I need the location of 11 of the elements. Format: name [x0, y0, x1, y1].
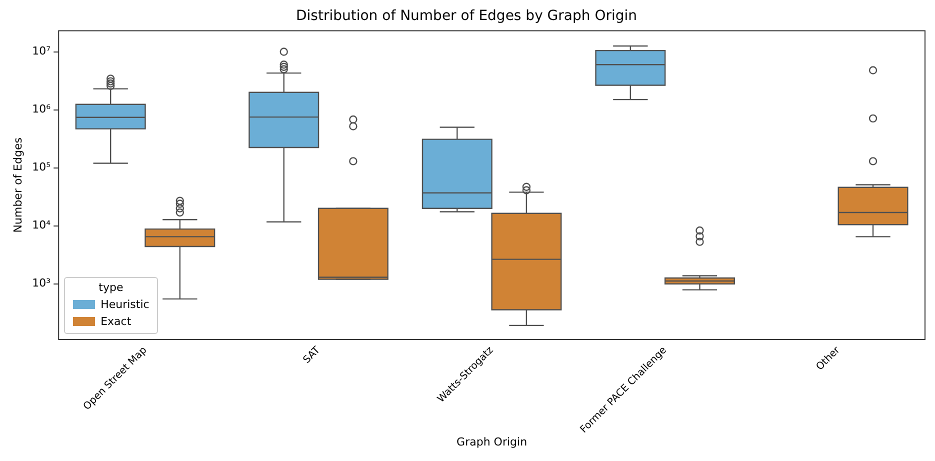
- legend-title: type: [98, 281, 124, 294]
- x-axis-title: Graph Origin: [456, 435, 528, 448]
- y-tick-label: 10³: [32, 276, 51, 290]
- y-tick-label: 10⁶: [32, 102, 52, 116]
- y-tick-label: 10⁴: [32, 218, 52, 232]
- legend-label: Exact: [100, 314, 132, 330]
- y-tick-label: 10⁷: [32, 44, 51, 58]
- y-tick-label: 10⁵: [32, 160, 51, 174]
- y-axis-title: Number of Edges: [11, 137, 24, 233]
- chart-title: Distribution of Number of Edges by Graph Origin: [296, 8, 638, 24]
- legend-label: Heuristic: [100, 297, 150, 314]
